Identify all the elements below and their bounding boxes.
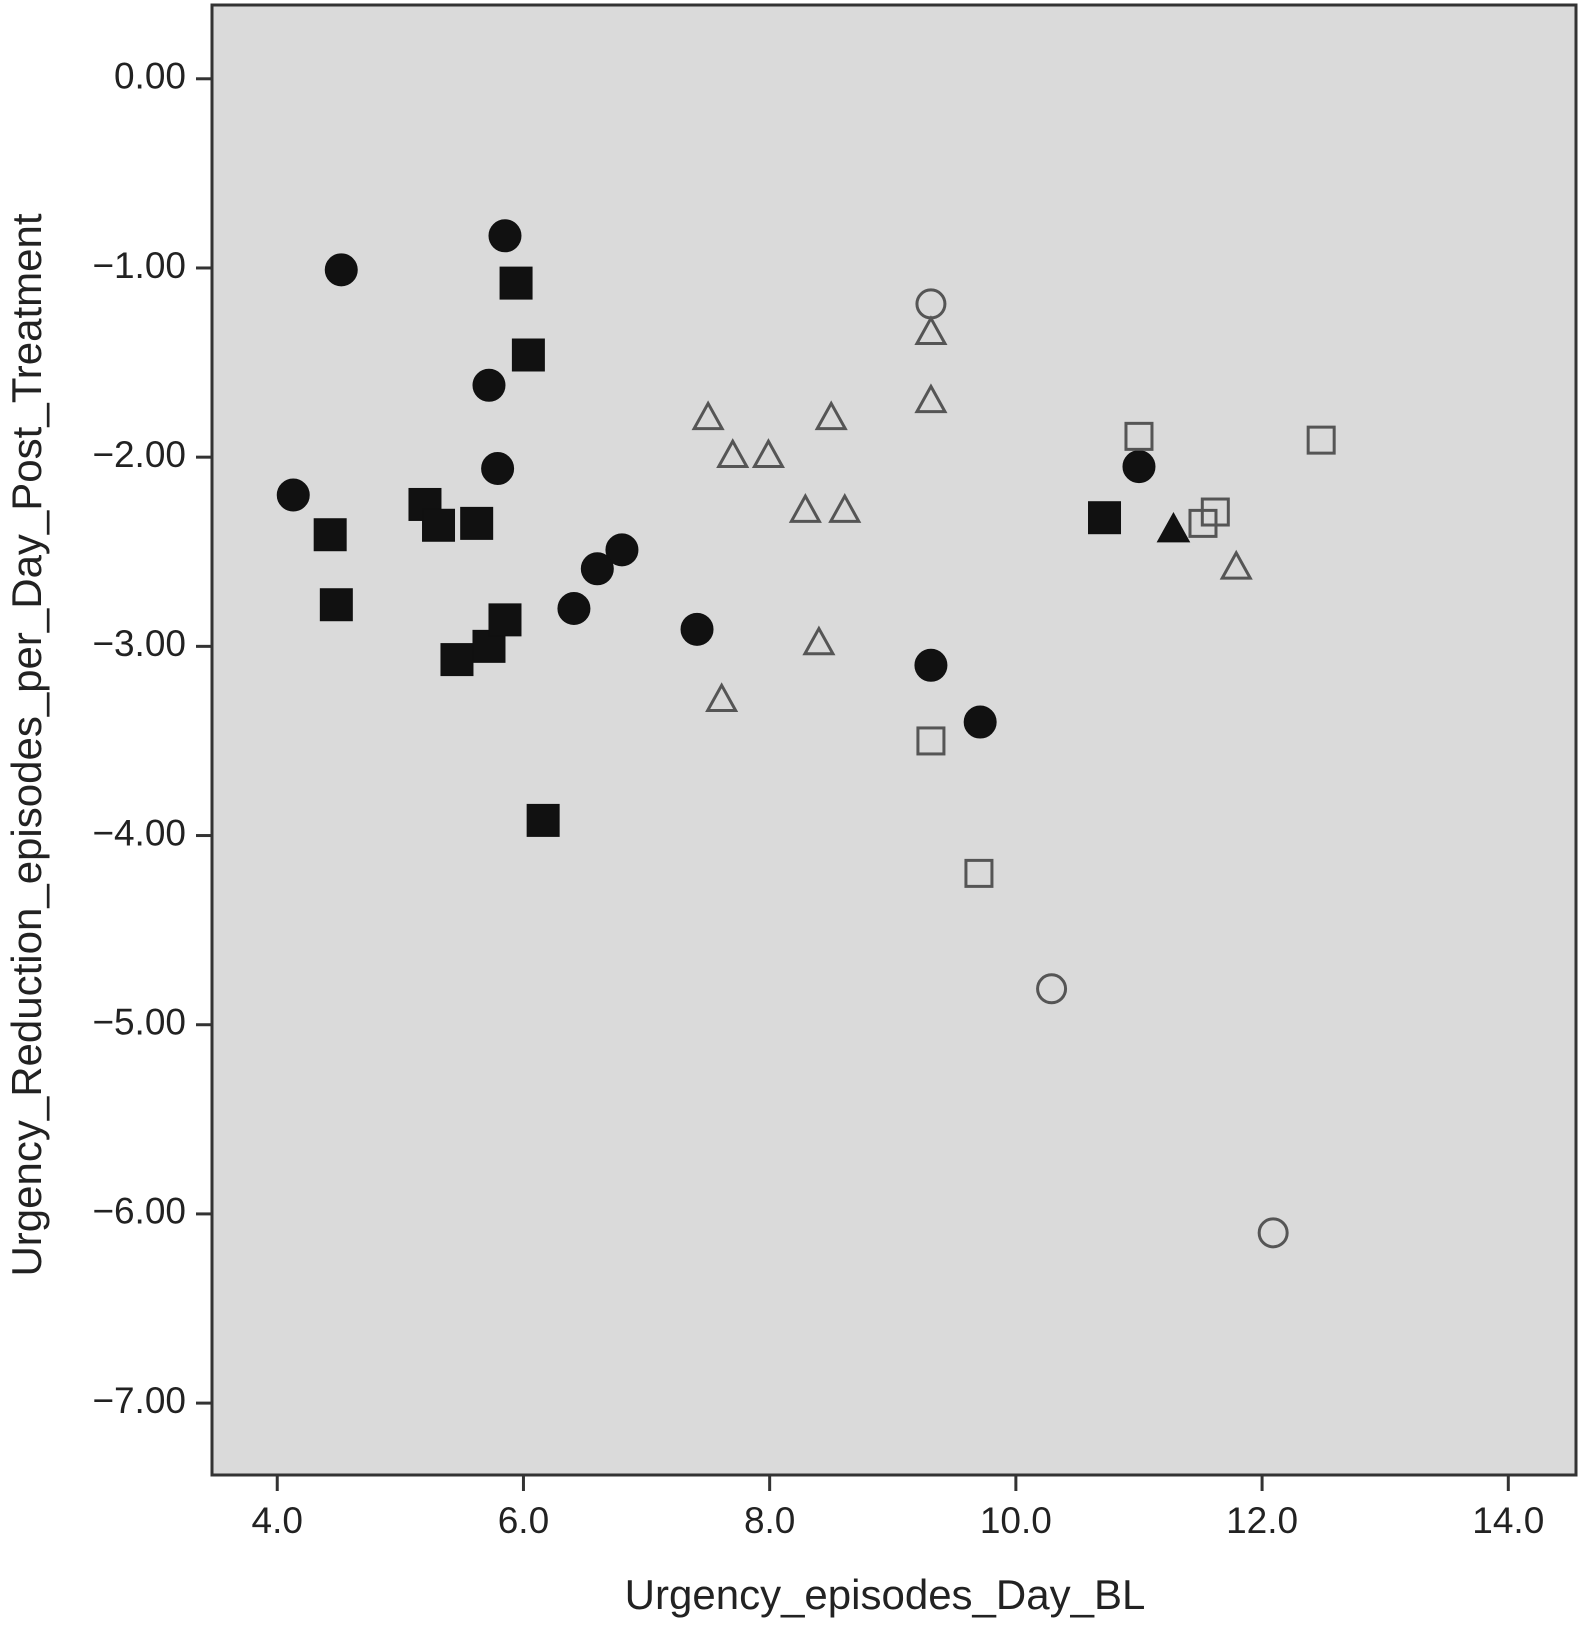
- point: [557, 592, 591, 626]
- y-tick-label: −7.00: [92, 1380, 186, 1421]
- point: [914, 315, 948, 345]
- point: [828, 493, 862, 523]
- point: [814, 400, 848, 431]
- point: [915, 288, 947, 320]
- point: [691, 400, 725, 431]
- point: [460, 506, 494, 540]
- y-tick-label: −1.00: [92, 245, 186, 286]
- point: [1122, 450, 1156, 484]
- point: [680, 612, 714, 646]
- point: [422, 508, 456, 542]
- point: [1036, 973, 1068, 1005]
- point: [1257, 1217, 1289, 1249]
- point: [751, 438, 785, 468]
- point: [580, 552, 614, 586]
- point: [1188, 508, 1218, 538]
- x-tick-label: 14.0: [1472, 1500, 1544, 1541]
- point: [914, 648, 948, 682]
- point: [276, 478, 310, 512]
- point: [605, 533, 639, 567]
- x-axis-title: Urgency_episodes_Day_BL: [625, 1571, 1146, 1618]
- point: [1124, 421, 1154, 451]
- y-tick-label: −2.00: [92, 434, 186, 475]
- point: [788, 493, 822, 523]
- point: [511, 338, 545, 372]
- y-tick-label: −6.00: [92, 1191, 186, 1232]
- y-tick-label: 0.00: [114, 56, 186, 97]
- point: [319, 588, 353, 622]
- point: [916, 726, 946, 756]
- point: [1156, 512, 1191, 543]
- point: [488, 219, 522, 253]
- point: [964, 858, 994, 888]
- x-tick-label: 8.0: [744, 1500, 795, 1541]
- point: [313, 518, 347, 552]
- point: [1306, 425, 1336, 455]
- point: [526, 803, 560, 837]
- point: [716, 438, 750, 468]
- x-tick-label: 10.0: [980, 1500, 1052, 1541]
- x-tick-label: 12.0: [1226, 1500, 1298, 1541]
- point: [488, 603, 522, 637]
- point: [963, 705, 997, 739]
- y-axis-title: Urgency_Reduction_episodes_per_Day_Post_…: [3, 213, 50, 1276]
- point: [705, 682, 739, 713]
- y-tick-label: −5.00: [92, 1002, 186, 1043]
- point: [802, 625, 836, 656]
- x-tick-label: 6.0: [498, 1500, 549, 1541]
- point: [1088, 501, 1122, 535]
- point: [1219, 549, 1253, 580]
- point: [472, 368, 506, 402]
- plot-area: [210, 3, 1578, 1477]
- point: [440, 643, 474, 677]
- y-tick-label: −3.00: [92, 623, 186, 664]
- point: [481, 452, 515, 486]
- x-tick-label: 4.0: [252, 1500, 303, 1541]
- y-tick-label: −4.00: [92, 812, 186, 853]
- point: [324, 253, 358, 287]
- point: [914, 383, 948, 414]
- point: [499, 266, 533, 300]
